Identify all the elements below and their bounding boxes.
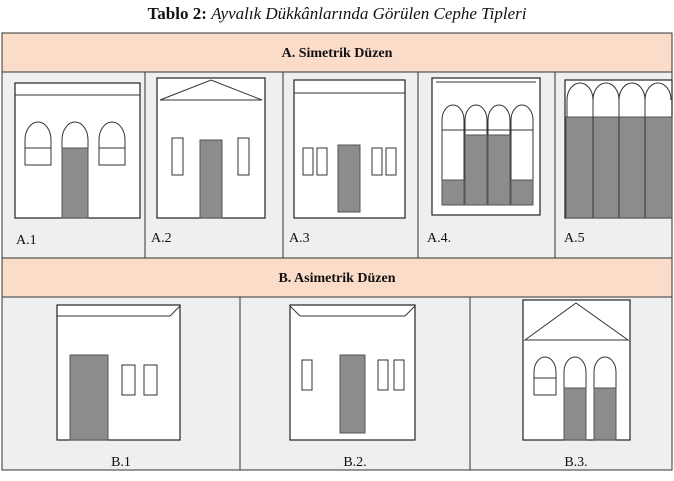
- cell-label: A.5: [564, 231, 585, 246]
- section-title: A. Simetrik Düzen: [282, 46, 393, 61]
- caption-prefix: Tablo 2:: [147, 4, 207, 23]
- cell-label: B.1: [111, 455, 131, 470]
- cell-label: B.3.: [564, 455, 587, 470]
- caption-text: Ayvalık Dükkânlarında Görülen Cephe Tipl…: [211, 4, 527, 23]
- cell-label: A.3: [289, 231, 310, 246]
- section-title: B. Asimetrik Düzen: [278, 271, 395, 286]
- facade-drawing: [156, 77, 266, 219]
- cell-label: A.4.: [427, 231, 451, 246]
- section-header-bg: [2, 258, 672, 297]
- section-header-bg: [2, 33, 672, 72]
- table-borders: [1, 32, 673, 471]
- facade-drawing: [522, 299, 631, 441]
- facade-drawing: [564, 79, 673, 219]
- table-caption: Tablo 2: Ayvalık Dükkânlarında Görülen C…: [0, 4, 674, 24]
- cell-label: B.2.: [343, 455, 366, 470]
- facade-drawing: [14, 82, 141, 219]
- facade-drawing: [289, 304, 416, 441]
- cell-label: A.2: [151, 231, 172, 246]
- cell-label: A.1: [16, 233, 37, 248]
- facade-drawing: [56, 304, 181, 441]
- facade-drawing: [431, 77, 541, 216]
- facade-drawing: [293, 79, 406, 219]
